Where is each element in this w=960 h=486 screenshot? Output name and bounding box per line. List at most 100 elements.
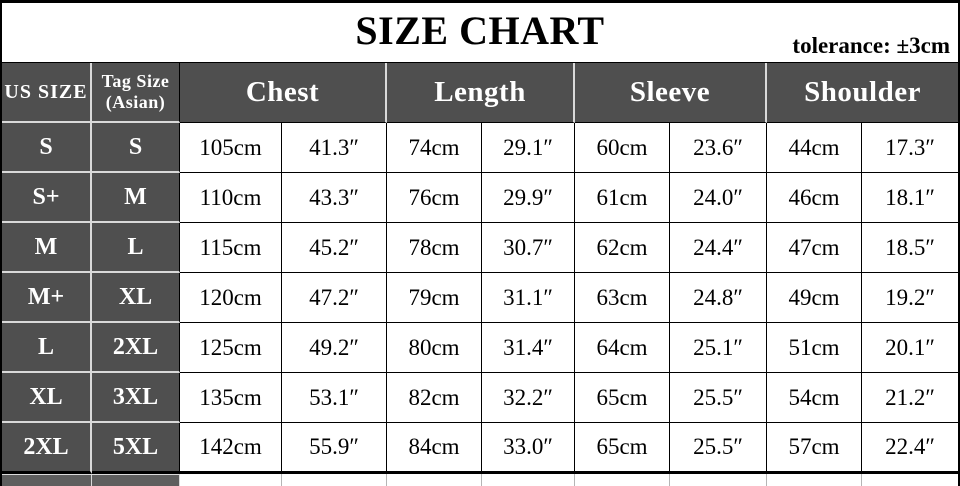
length-in-cell: 31.4″ [482,323,576,373]
sleeve-cm-cell: 61cm [575,173,671,223]
header-us-size: US SIZE [2,63,92,123]
cutoff-cell [282,474,387,486]
chest-in-cell: 47.2″ [282,273,388,323]
tag-size-cell: 3XL [92,373,180,423]
header-tag-size-line1: Tag Size [101,71,170,92]
shoulder-in-cell: 18.1″ [862,173,958,223]
tag-size-cell: L [92,223,180,273]
chest-in-cell: 55.9″ [282,423,388,474]
us-size-cell: L [2,323,92,373]
cutoff-tag-size-cell [92,474,180,486]
shoulder-in-cell: 20.1″ [862,323,958,373]
cutoff-cell [180,474,282,486]
sleeve-in-cell: 24.8″ [670,273,768,323]
header-row: US SIZE Tag Size (Asian) Chest Length Sl… [2,63,958,123]
length-in-cell: 30.7″ [482,223,576,273]
sleeve-in-cell: 25.5″ [670,373,768,423]
cutoff-cell [482,474,575,486]
tag-size-cell: XL [92,273,180,323]
us-size-cell: 2XL [2,423,92,474]
us-size-cell: M [2,223,92,273]
shoulder-cm-cell: 49cm [767,273,863,323]
length-in-cell: 33.0″ [482,423,576,474]
us-size-cell: S+ [2,173,92,223]
tolerance-note: tolerance: ±3cm [792,33,950,58]
chest-in-cell: 43.3″ [282,173,388,223]
table-row-s-plus: S+ M 110cm 43.3″ 76cm 29.9″ 61cm 24.0″ 4… [2,173,958,223]
page-title: SIZE CHART [355,8,605,53]
length-cm-cell: 80cm [387,323,483,373]
us-size-cell: S [2,123,92,173]
tag-size-cell: 2XL [92,323,180,373]
chest-cm-cell: 125cm [180,323,282,373]
cutoff-cell [387,474,482,486]
table-row-s: S S 105cm 41.3″ 74cm 29.1″ 60cm 23.6″ 44… [2,123,958,173]
chest-cm-cell: 135cm [180,373,282,423]
sleeve-cm-cell: 62cm [575,223,671,273]
header-tag-size: Tag Size (Asian) [92,63,180,123]
length-in-cell: 29.1″ [482,123,576,173]
shoulder-in-cell: 17.3″ [862,123,958,173]
chest-cm-cell: 142cm [180,423,282,474]
shoulder-cm-cell: 46cm [767,173,863,223]
cutoff-cell [767,474,862,486]
length-in-cell: 31.1″ [482,273,576,323]
shoulder-in-cell: 18.5″ [862,223,958,273]
tag-size-cell: S [92,123,180,173]
us-size-cell: XL [2,373,92,423]
length-cm-cell: 84cm [387,423,483,474]
header-tag-size-line2: (Asian) [105,92,166,112]
sleeve-cm-cell: 63cm [575,273,671,323]
cutoff-next-row [2,474,958,486]
shoulder-in-cell: 22.4″ [862,423,958,474]
sleeve-cm-cell: 64cm [575,323,671,373]
chest-in-cell: 45.2″ [282,223,388,273]
sleeve-in-cell: 24.4″ [670,223,768,273]
cutoff-cell [575,474,670,486]
header-shoulder: Shoulder [767,63,958,123]
sleeve-cm-cell: 65cm [575,373,671,423]
sleeve-cm-cell: 60cm [575,123,671,173]
length-cm-cell: 82cm [387,373,483,423]
header-sleeve: Sleeve [575,63,768,123]
length-in-cell: 29.9″ [482,173,576,223]
cutoff-cell [670,474,767,486]
shoulder-in-cell: 19.2″ [862,273,958,323]
length-cm-cell: 78cm [387,223,483,273]
chest-cm-cell: 120cm [180,273,282,323]
sleeve-in-cell: 23.6″ [670,123,768,173]
tag-size-cell: M [92,173,180,223]
sleeve-in-cell: 25.1″ [670,323,768,373]
us-size-cell: M+ [2,273,92,323]
table-row-xl: XL 3XL 135cm 53.1″ 82cm 32.2″ 65cm 25.5″… [2,373,958,423]
sleeve-in-cell: 24.0″ [670,173,768,223]
cutoff-cell [862,474,958,486]
sleeve-in-cell: 25.5″ [670,423,768,474]
table-row-m-plus: M+ XL 120cm 47.2″ 79cm 31.1″ 63cm 24.8″ … [2,273,958,323]
shoulder-in-cell: 21.2″ [862,373,958,423]
chest-in-cell: 41.3″ [282,123,388,173]
cutoff-us-size-cell [2,474,92,486]
chest-cm-cell: 110cm [180,173,282,223]
header-chest: Chest [180,63,388,123]
table-row-l: L 2XL 125cm 49.2″ 80cm 31.4″ 64cm 25.1″ … [2,323,958,373]
shoulder-cm-cell: 44cm [767,123,863,173]
length-cm-cell: 74cm [387,123,483,173]
length-cm-cell: 76cm [387,173,483,223]
chest-cm-cell: 115cm [180,223,282,273]
size-table: US SIZE Tag Size (Asian) Chest Length Sl… [2,62,958,474]
tag-size-cell: 5XL [92,423,180,474]
header-length: Length [387,63,576,123]
shoulder-cm-cell: 47cm [767,223,863,273]
shoulder-cm-cell: 54cm [767,373,863,423]
title-bar: SIZE CHART tolerance: ±3cm [2,3,958,62]
table-row-m: M L 115cm 45.2″ 78cm 30.7″ 62cm 24.4″ 47… [2,223,958,273]
chest-in-cell: 49.2″ [282,323,388,373]
shoulder-cm-cell: 57cm [767,423,863,474]
table-row-2xl: 2XL 5XL 142cm 55.9″ 84cm 33.0″ 65cm 25.5… [2,423,958,474]
chest-cm-cell: 105cm [180,123,282,173]
sleeve-cm-cell: 65cm [575,423,671,474]
shoulder-cm-cell: 51cm [767,323,863,373]
length-in-cell: 32.2″ [482,373,576,423]
